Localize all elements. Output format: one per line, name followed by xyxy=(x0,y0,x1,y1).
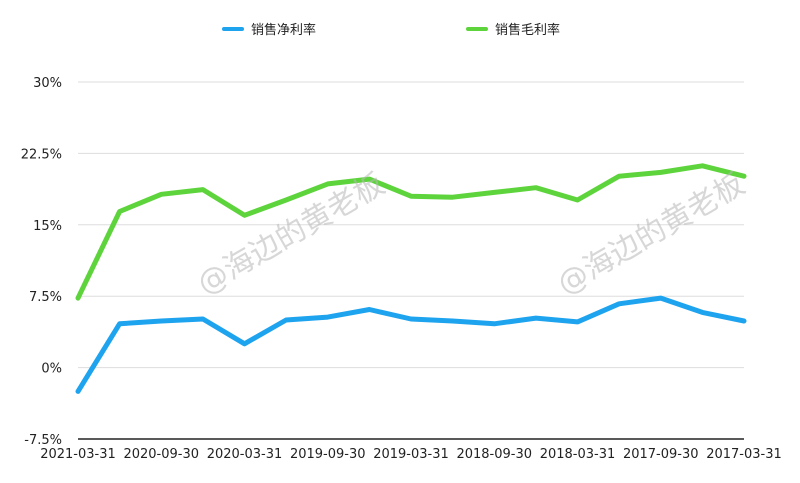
x-tick-label: 2019-03-31 xyxy=(373,447,449,462)
x-tick-label: 2018-09-30 xyxy=(456,447,532,462)
legend-label: 销售净利率 xyxy=(251,22,316,38)
y-tick-label: -7.5% xyxy=(24,433,62,448)
x-tick-label: 2021-03-31 xyxy=(40,447,116,462)
legend-label: 销售毛利率 xyxy=(495,22,560,38)
y-tick-label: 15% xyxy=(33,219,62,234)
series-lines xyxy=(75,163,747,394)
x-tick-label: 2020-09-30 xyxy=(123,447,199,462)
x-tick-label: 2018-03-31 xyxy=(540,447,616,462)
y-axis-labels: 30% 22.5% 15% 7.5% 0% -7.5% xyxy=(21,76,62,448)
x-tick-label: 2019-09-30 xyxy=(290,447,366,462)
y-tick-label: 22.5% xyxy=(21,147,62,162)
x-tick-label: 2017-09-30 xyxy=(623,447,699,462)
legend: 销售净利率 销售毛利率 xyxy=(222,22,560,38)
y-tick-label: 30% xyxy=(33,76,62,91)
x-tick-label: 2017-03-31 xyxy=(706,447,782,462)
y-tick-label: 0% xyxy=(41,362,62,377)
grid-lines xyxy=(78,81,744,440)
x-axis-labels: 2021-03-31 2020-09-30 2020-03-31 2019-09-30… xyxy=(40,447,782,462)
y-tick-label: 7.5% xyxy=(29,290,62,305)
watermarks: @海边的黄老板 @海边的黄老板 xyxy=(192,167,751,302)
x-tick-label: 2020-03-31 xyxy=(207,447,283,462)
series-line-0 xyxy=(75,295,747,394)
watermark-right: @海边的黄老板 xyxy=(552,167,751,302)
watermark-left: @海边的黄老板 xyxy=(192,167,391,302)
